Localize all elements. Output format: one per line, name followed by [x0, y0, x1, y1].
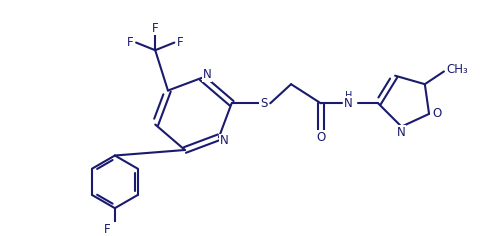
Text: H: H — [345, 91, 352, 101]
Text: N: N — [344, 97, 353, 110]
Text: F: F — [127, 36, 134, 49]
Text: F: F — [152, 22, 159, 35]
Text: O: O — [316, 131, 325, 144]
Text: CH₃: CH₃ — [447, 63, 468, 76]
Text: F: F — [176, 36, 183, 49]
Text: S: S — [260, 97, 267, 110]
Text: N: N — [397, 126, 406, 139]
Text: N: N — [219, 134, 228, 147]
Text: O: O — [432, 107, 441, 120]
Text: F: F — [104, 223, 110, 236]
Text: N: N — [203, 68, 211, 81]
